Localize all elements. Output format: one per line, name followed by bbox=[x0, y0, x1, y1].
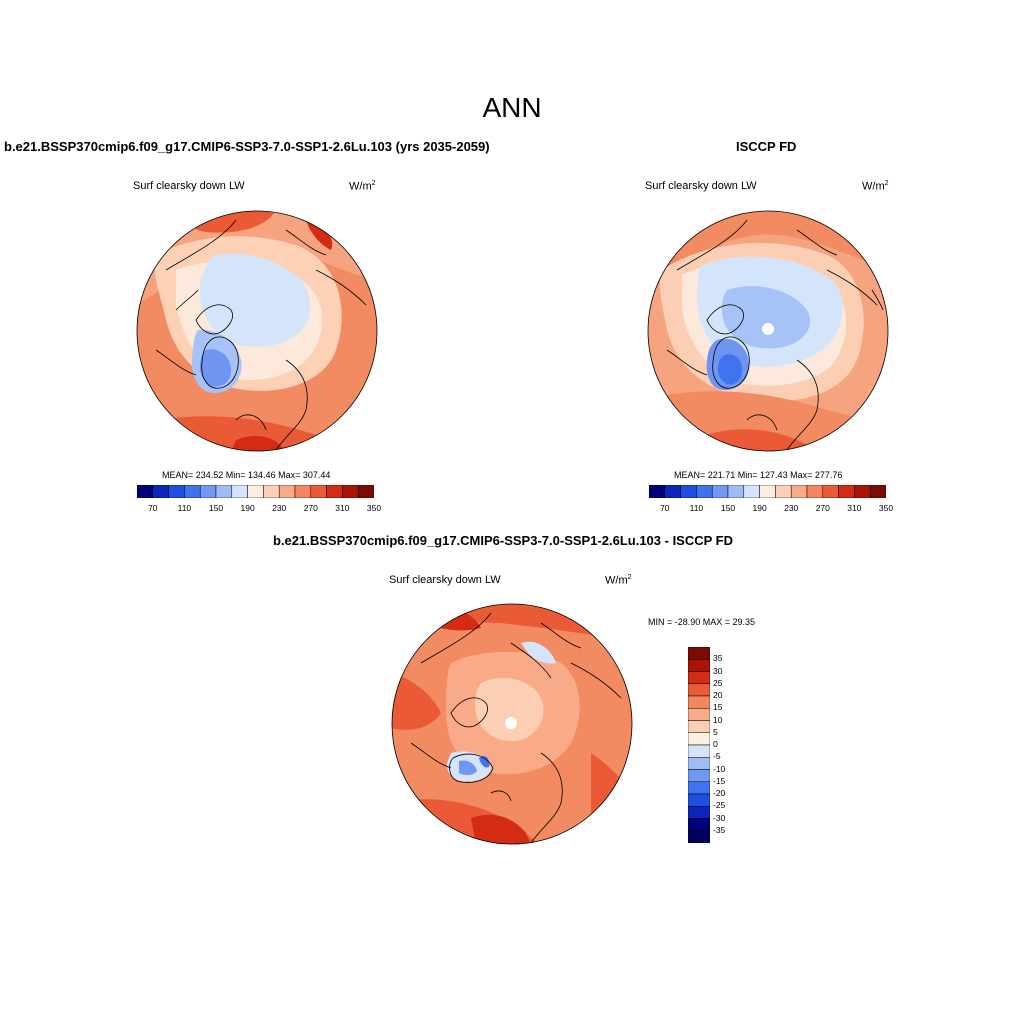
colorbar-swatch bbox=[664, 485, 681, 498]
colorbar-tick-label: 70 bbox=[660, 503, 670, 513]
colorbar-tick-label: -25 bbox=[713, 800, 726, 811]
colorbar-tick-label: 20 bbox=[713, 690, 723, 700]
panel1-units: W/m2 bbox=[349, 180, 376, 193]
colorbar-tick-label: 230 bbox=[272, 503, 287, 513]
panel3-colorbar bbox=[688, 647, 710, 843]
colorbar-swatch bbox=[806, 485, 824, 498]
colorbar-swatch bbox=[688, 769, 710, 782]
colorbar-swatch bbox=[168, 485, 185, 498]
colorbar-tick-label: 110 bbox=[177, 503, 192, 513]
panel1-variable-label: Surf clearsky down LW bbox=[133, 180, 245, 192]
colorbar-tick-label: 15 bbox=[713, 702, 723, 713]
colorbar-swatch bbox=[215, 485, 233, 498]
colorbar-swatch bbox=[231, 485, 248, 498]
colorbar-tick-label: 270 bbox=[303, 503, 318, 513]
colorbar-tick-label: -20 bbox=[713, 788, 726, 798]
colorbar-swatch bbox=[688, 818, 710, 831]
panel2-variable-label: Surf clearsky down LW bbox=[645, 180, 757, 192]
colorbar-swatch bbox=[854, 485, 871, 498]
panel1-stats: MEAN= 234.52 Min= 134.46 Max= 307.44 bbox=[162, 470, 331, 480]
colorbar-swatch bbox=[688, 806, 710, 819]
colorbar-swatch bbox=[688, 744, 710, 758]
colorbar-swatch bbox=[310, 485, 327, 498]
colorbar-swatch bbox=[184, 485, 201, 498]
colorbar-swatch bbox=[688, 793, 710, 807]
colorbar-swatch bbox=[680, 485, 697, 498]
colorbar-tick-label: 35 bbox=[713, 653, 723, 664]
colorbar-tick-label: 0 bbox=[713, 739, 718, 749]
colorbar-swatch bbox=[688, 757, 710, 770]
panel2-title: ISCCP FD bbox=[736, 139, 797, 154]
colorbar-swatch bbox=[727, 485, 745, 498]
panel3-stats: MIN = -28.90 MAX = 29.35 bbox=[648, 617, 756, 627]
colorbar-swatch bbox=[688, 830, 710, 843]
colorbar-swatch bbox=[649, 485, 666, 498]
colorbar-tick-label: -10 bbox=[713, 763, 726, 774]
figure-title: ANN bbox=[482, 92, 542, 123]
colorbar-tick-label: 230 bbox=[784, 503, 799, 513]
panel3-variable-label: Surf clearsky down LW bbox=[389, 574, 501, 586]
colorbar-swatch bbox=[263, 485, 280, 498]
colorbar-tick-label: 350 bbox=[878, 503, 894, 513]
colorbar-tick-label: 310 bbox=[335, 503, 350, 513]
colorbar-swatch bbox=[688, 708, 710, 721]
colorbar-swatch bbox=[137, 485, 154, 498]
colorbar-swatch bbox=[688, 695, 710, 709]
colorbar-tick-label: 25 bbox=[713, 677, 723, 688]
panel1-colorbar-labels: 70 110 150 190 230 270 310 350 bbox=[137, 503, 381, 515]
colorbar-swatch bbox=[294, 485, 312, 498]
colorbar-swatch bbox=[869, 485, 886, 498]
panel3-colorbar-labels: 35 30 25 20 15 10 5 0 -5 -10 -15 -20 -25 -30 -35 bbox=[713, 647, 753, 843]
panel1-polar-map bbox=[136, 210, 378, 452]
colorbar-swatch bbox=[775, 485, 792, 498]
colorbar-swatch bbox=[357, 485, 374, 498]
colorbar-swatch bbox=[688, 647, 710, 660]
colorbar-swatch bbox=[199, 485, 217, 498]
colorbar-tick-label: -35 bbox=[713, 824, 726, 835]
panel2-polar-map bbox=[647, 210, 889, 452]
panel2-colorbar bbox=[649, 485, 886, 498]
colorbar-tick-label: 110 bbox=[689, 503, 704, 513]
panel3-polar-map bbox=[391, 603, 633, 845]
colorbar-swatch bbox=[759, 485, 776, 498]
colorbar-tick-label: 150 bbox=[720, 503, 736, 513]
panel2-units: W/m2 bbox=[862, 180, 889, 193]
panel2-stats: MEAN= 221.71 Min= 127.43 Max= 277.76 bbox=[674, 470, 843, 480]
colorbar-tick-label: -30 bbox=[713, 812, 726, 823]
colorbar-swatch bbox=[838, 485, 855, 498]
colorbar-swatch bbox=[688, 659, 710, 672]
colorbar-tick-label: 10 bbox=[713, 714, 723, 725]
colorbar-tick-label: 350 bbox=[366, 503, 382, 513]
colorbar-tick-label: -15 bbox=[713, 775, 726, 786]
panel2-colorbar-labels: 70 110 150 190 230 270 310 350 bbox=[649, 503, 893, 515]
colorbar-swatch bbox=[688, 732, 710, 746]
panel1-title: b.e21.BSSP370cmip6.f09_g17.CMIP6-SSP3-7.… bbox=[4, 139, 490, 154]
colorbar-swatch bbox=[688, 671, 710, 684]
colorbar-swatch bbox=[743, 485, 760, 498]
colorbar-swatch bbox=[688, 683, 710, 697]
colorbar-tick-label: 190 bbox=[752, 503, 767, 513]
colorbar-swatch bbox=[152, 485, 169, 498]
colorbar-tick-label: 5 bbox=[713, 726, 718, 737]
panel3-units: W/m2 bbox=[605, 574, 632, 587]
panel1-colorbar bbox=[137, 485, 374, 498]
colorbar-swatch bbox=[688, 720, 710, 733]
panel3-title: b.e21.BSSP370cmip6.f09_g17.CMIP6-SSP3-7.… bbox=[273, 533, 734, 548]
colorbar-tick-label: 190 bbox=[240, 503, 255, 513]
colorbar-tick-label: 30 bbox=[713, 665, 723, 676]
colorbar-swatch bbox=[247, 485, 264, 498]
colorbar-swatch bbox=[688, 781, 710, 795]
colorbar-swatch bbox=[278, 485, 296, 498]
colorbar-tick-label: 70 bbox=[148, 503, 158, 513]
colorbar-tick-label: -5 bbox=[713, 751, 721, 762]
colorbar-swatch bbox=[822, 485, 839, 498]
colorbar-swatch bbox=[711, 485, 729, 498]
colorbar-swatch bbox=[326, 485, 343, 498]
colorbar-swatch bbox=[342, 485, 359, 498]
colorbar-swatch bbox=[696, 485, 713, 498]
colorbar-tick-label: 150 bbox=[208, 503, 224, 513]
colorbar-tick-label: 270 bbox=[815, 503, 830, 513]
colorbar-swatch bbox=[790, 485, 808, 498]
colorbar-tick-label: 310 bbox=[847, 503, 862, 513]
